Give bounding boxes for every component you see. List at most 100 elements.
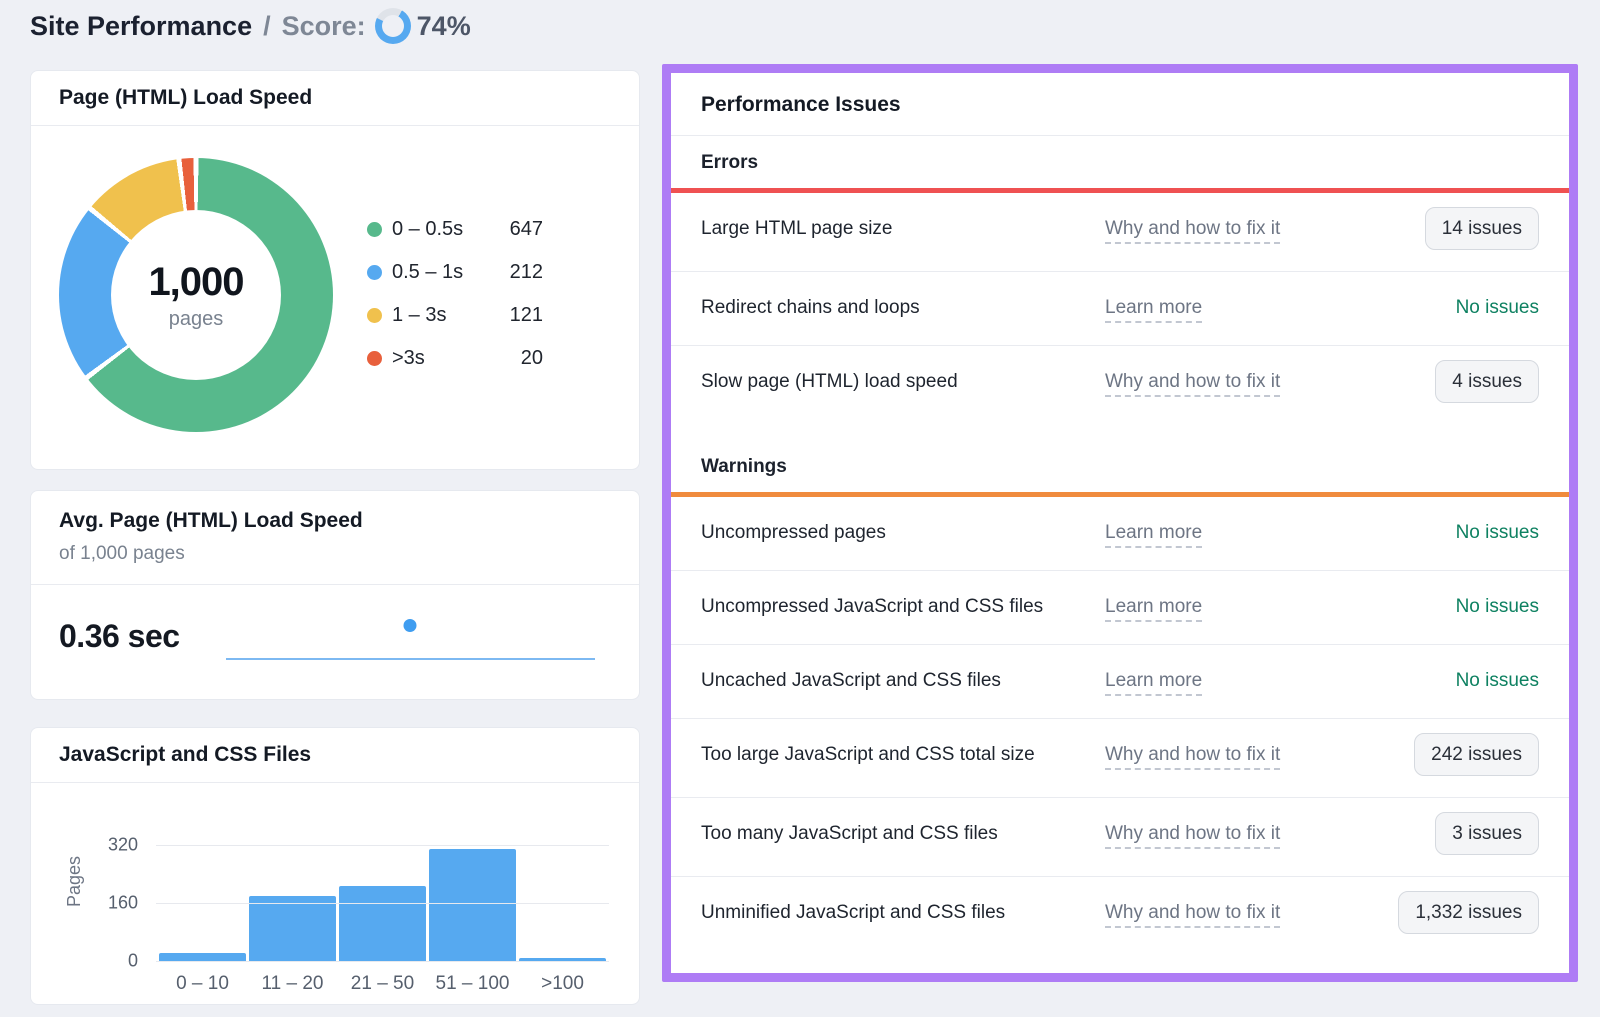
gridline: [156, 903, 609, 904]
page-header: Site Performance / Score: 74%: [30, 6, 471, 46]
y-axis-label: Pages: [64, 855, 85, 908]
issue-help-link[interactable]: Why and how to fix it: [1105, 902, 1281, 928]
issue-help-link[interactable]: Learn more: [1105, 670, 1203, 696]
issue-status-text: No issues: [1455, 670, 1539, 691]
avg-load-speed-title: Avg. Page (HTML) Load Speed: [59, 509, 363, 532]
gridline: [156, 961, 609, 962]
avg-load-speed-value: 0.36 sec: [59, 617, 180, 654]
issue-row: Redirect chains and loops Learn more No is…: [671, 271, 1569, 345]
issue-title: Uncompressed pages: [701, 522, 886, 543]
legend-label: >3s: [392, 347, 425, 369]
issue-count-button[interactable]: 3 issues: [1435, 812, 1539, 855]
js-css-files-chart: Pages 0 – 10 11 – 20 21 – 50 51 – 100 >100 0…: [31, 783, 639, 1002]
issue-help-link[interactable]: Why and how to fix it: [1105, 371, 1281, 397]
y-tick-label: 0: [127, 950, 138, 971]
legend-swatch-icon: [367, 351, 382, 366]
avg-load-speed-header: Avg. Page (HTML) Load Speed of 1,000 pag…: [31, 491, 639, 585]
issue-status-cell: 1,332 issues: [1355, 891, 1539, 934]
avg-load-speed-body: 0.36 sec: [31, 585, 639, 687]
performance-issues-title: Performance Issues: [671, 73, 1569, 136]
legend-swatch-icon: [367, 308, 382, 323]
legend-value: 212: [509, 261, 543, 283]
legend-item: >3s 20: [367, 345, 543, 373]
issue-help-link[interactable]: Why and how to fix it: [1105, 218, 1281, 244]
issue-title: Too large JavaScript and CSS total size: [701, 744, 1035, 765]
issue-link-cell: Learn more: [1105, 666, 1355, 697]
issue-status-text: No issues: [1455, 297, 1539, 318]
issue-link-cell: Why and how to fix it: [1105, 367, 1355, 398]
issue-help-link[interactable]: Why and how to fix it: [1105, 823, 1281, 849]
issue-status-cell: No issues: [1355, 518, 1539, 549]
warnings-rows: Uncompressed pages Learn more No issues Unc…: [671, 497, 1569, 955]
legend-value: 121: [509, 304, 543, 326]
issue-status-cell: No issues: [1355, 592, 1539, 623]
issue-row: Uncompressed pages Learn more No issues: [671, 497, 1569, 570]
issue-status-cell: 14 issues: [1355, 207, 1539, 250]
issue-title: Large HTML page size: [701, 218, 893, 239]
warnings-accent-bar: [671, 492, 1569, 497]
issue-row: Unminified JavaScript and CSS files Why a…: [671, 876, 1569, 955]
issue-count-button[interactable]: 1,332 issues: [1398, 891, 1539, 934]
issue-link-cell: Why and how to fix it: [1105, 214, 1355, 245]
bar: [519, 958, 606, 961]
issue-link-cell: Why and how to fix it: [1105, 740, 1355, 771]
legend-label: 1 – 3s: [392, 304, 447, 326]
bar: [339, 885, 426, 961]
page-title: Site Performance: [30, 10, 253, 41]
issue-status-cell: 4 issues: [1355, 360, 1539, 403]
issue-link-cell: Why and how to fix it: [1105, 819, 1355, 850]
donut-legend: 0 – 0.5s 647 0.5 – 1s 212 1 – 3s 121 >3s 20: [367, 216, 543, 373]
score-label: Score:: [281, 10, 366, 41]
avg-load-speed-card: Avg. Page (HTML) Load Speed of 1,000 pag…: [30, 490, 640, 700]
issue-help-link[interactable]: Why and how to fix it: [1105, 744, 1281, 770]
issue-count-button[interactable]: 242 issues: [1414, 733, 1539, 776]
section-heading-warnings: Warnings: [701, 456, 787, 477]
bar: [429, 848, 516, 961]
page-load-speed-title: Page (HTML) Load Speed: [31, 71, 639, 126]
legend-label: 0.5 – 1s: [392, 261, 464, 283]
issue-row: Too large JavaScript and CSS total size W…: [671, 718, 1569, 797]
issue-count-button[interactable]: 14 issues: [1424, 207, 1539, 250]
issue-title: Uncompressed JavaScript and CSS files: [701, 596, 1044, 617]
section-heading-errors: Errors: [701, 152, 759, 173]
issue-row: Uncached JavaScript and CSS files Learn m…: [671, 644, 1569, 718]
legend-swatch-icon: [367, 222, 382, 237]
issue-row: Uncompressed JavaScript and CSS files Lea…: [671, 570, 1569, 644]
issue-row: Slow page (HTML) load speed Why and how t…: [671, 345, 1569, 424]
score-value: 74%: [416, 10, 471, 41]
legend-item: 0.5 – 1s 212: [367, 259, 543, 287]
issue-title: Unminified JavaScript and CSS files: [701, 902, 1006, 923]
issue-row: Too many JavaScript and CSS files Why and…: [671, 797, 1569, 876]
page-load-speed-chart: 1,000 pages 0 – 0.5s 647 0.5 – 1s 212 1 – 3s…: [31, 126, 639, 432]
title-separator: /: [263, 10, 271, 41]
x-tick-label: 0 – 10: [176, 973, 229, 994]
issue-title: Slow page (HTML) load speed: [701, 371, 958, 392]
bar: [249, 896, 336, 961]
issue-row: Large HTML page size Why and how to fix i…: [671, 193, 1569, 271]
issue-title: Too many JavaScript and CSS files: [701, 823, 998, 844]
issue-title: Uncached JavaScript and CSS files: [701, 670, 1001, 691]
donut-center: 1,000 pages: [111, 210, 281, 380]
x-tick-label: 11 – 20: [261, 973, 324, 994]
legend-item: 1 – 3s 121: [367, 302, 543, 330]
issue-count-button[interactable]: 4 issues: [1435, 360, 1539, 403]
issue-help-link[interactable]: Learn more: [1105, 596, 1203, 622]
performance-issues-panel: Performance Issues Errors Large HTML page…: [662, 64, 1578, 982]
legend-swatch-icon: [367, 265, 382, 280]
issue-status-cell: No issues: [1355, 666, 1539, 697]
issue-status-cell: 3 issues: [1355, 812, 1539, 855]
issue-title: Redirect chains and loops: [701, 297, 920, 318]
issue-help-link[interactable]: Learn more: [1105, 297, 1203, 323]
gridline: [156, 845, 609, 846]
issue-status-cell: No issues: [1355, 293, 1539, 324]
issue-status-text: No issues: [1455, 522, 1539, 543]
sparkline-chart: [225, 600, 595, 672]
issue-help-link[interactable]: Learn more: [1105, 522, 1203, 548]
issues-sections: Errors Large HTML page size Why and how to…: [671, 136, 1569, 955]
x-tick-label: 51 – 100: [435, 973, 510, 994]
errors-rows: Large HTML page size Why and how to fix i…: [671, 193, 1569, 424]
errors-accent-bar: [671, 188, 1569, 193]
sparkline-line: [225, 658, 595, 660]
x-axis-labels: 0 – 10 11 – 20 21 – 50 51 – 100 >100: [159, 973, 606, 995]
